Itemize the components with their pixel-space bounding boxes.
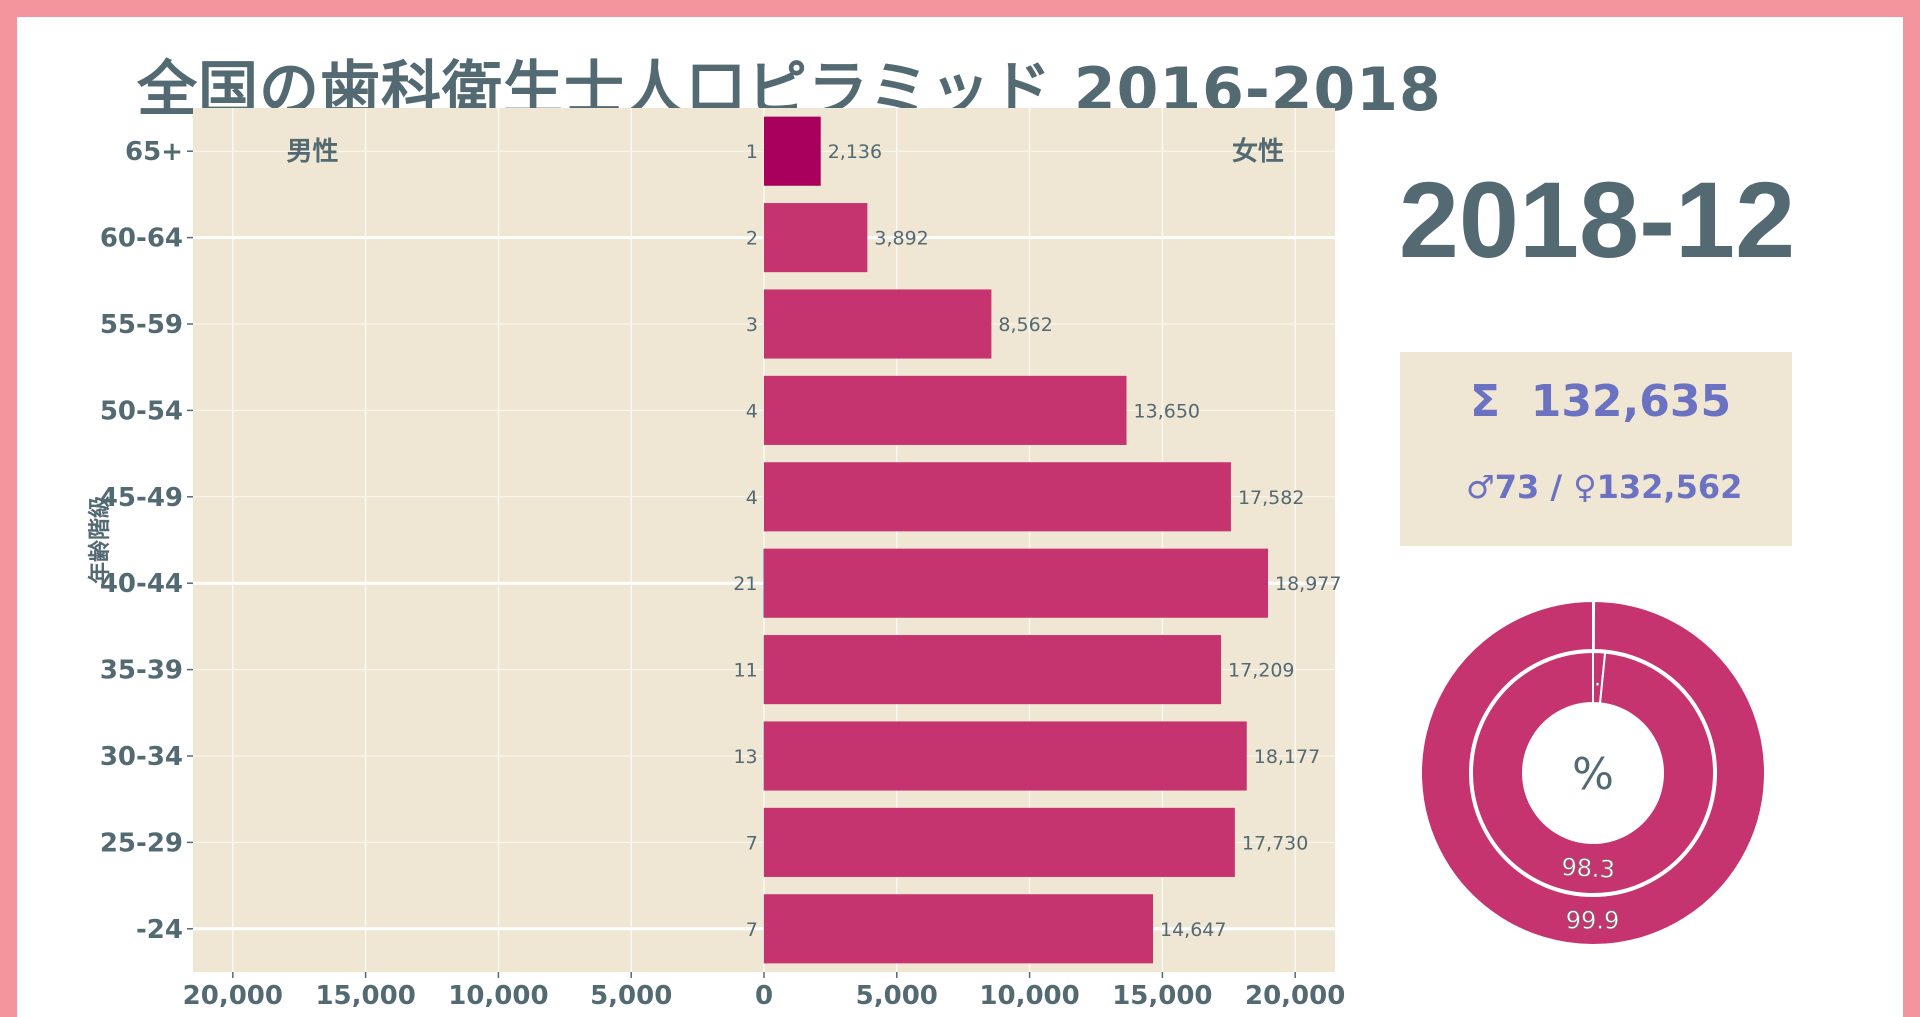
x-tick-label: 20,000 xyxy=(1245,981,1345,1007)
total-line: Σ 132,635 xyxy=(1470,376,1731,427)
female-value-label: 13,650 xyxy=(1134,400,1200,422)
male-value-label: 4 xyxy=(746,400,758,422)
period-label: 2018-12 xyxy=(1377,157,1817,282)
female-value-label: 18,977 xyxy=(1275,573,1341,595)
male-value-label: 21 xyxy=(733,573,757,595)
percentage-donut: 0.199.91.698.3% xyxy=(1415,595,1771,951)
female-value-label: 17,730 xyxy=(1242,832,1308,854)
y-tick-label: 30-34 xyxy=(100,742,183,772)
female-side-label: 女性 xyxy=(1232,136,1284,167)
male-value-label: 13 xyxy=(733,746,757,768)
male-side-label: 男性 xyxy=(287,137,339,167)
x-tick-label: 10,000 xyxy=(979,981,1079,1007)
female-bar xyxy=(764,117,821,186)
male-value-label: 7 xyxy=(746,832,758,854)
y-tick-label: 60-64 xyxy=(100,224,183,254)
female-bar xyxy=(764,376,1127,445)
female-value-label: 14,647 xyxy=(1160,919,1226,941)
female-bar xyxy=(764,894,1153,963)
female-bar xyxy=(764,462,1231,531)
male-value-label: 11 xyxy=(734,660,758,682)
sigma-icon: Σ xyxy=(1470,376,1500,427)
female-value-label: 18,177 xyxy=(1254,746,1320,768)
total-value: 132,635 xyxy=(1531,376,1731,427)
female-value-label: 17,582 xyxy=(1238,487,1304,509)
totals-box: Σ 132,635 ♂73 / ♀132,562 xyxy=(1400,352,1792,546)
y-tick-label: 50-54 xyxy=(100,396,183,426)
y-tick-label: 25-29 xyxy=(100,828,183,858)
inner-ring-label: 98.3 xyxy=(1561,853,1616,884)
x-tick-label: 15,000 xyxy=(315,981,415,1007)
female-bar xyxy=(764,289,991,358)
y-tick-label: -24 xyxy=(136,915,183,945)
y-tick-label: 55-59 xyxy=(100,310,183,340)
female-bar xyxy=(764,635,1221,704)
x-tick-label: 5,000 xyxy=(856,981,938,1007)
female-bar xyxy=(764,721,1247,790)
female-value-label: 17,209 xyxy=(1228,660,1294,682)
donut-center-label: % xyxy=(1572,749,1614,800)
male-value-label: 7 xyxy=(746,919,758,941)
female-value-label: 3,892 xyxy=(874,228,928,250)
male-value-label: 2 xyxy=(746,228,758,250)
x-tick-label: 10,000 xyxy=(448,981,548,1007)
population-pyramid: 20,000 15,000 10,000 5,000 0 5,000 10,000 15,00… xyxy=(17,17,1357,1007)
male-bar xyxy=(763,549,764,618)
female-value-label: 2,136 xyxy=(828,141,882,163)
y-axis-label: 年齢階級 xyxy=(87,496,113,584)
male-value-label: 1 xyxy=(746,141,758,163)
x-tick-label: 15,000 xyxy=(1112,981,1212,1007)
outer-ring-label: 99.9 xyxy=(1566,906,1620,934)
y-tick-label: 35-39 xyxy=(100,656,183,686)
x-tick-label: 20,000 xyxy=(183,981,283,1007)
female-bar xyxy=(764,203,867,272)
y-tick-label: 65+ xyxy=(125,137,183,167)
female-bar xyxy=(764,549,1268,618)
female-bar xyxy=(764,808,1235,877)
male-value-label: 3 xyxy=(746,314,758,336)
x-tick-label: 5,000 xyxy=(590,981,672,1007)
female-value-label: 8,562 xyxy=(998,314,1052,336)
male-value-label: 4 xyxy=(746,487,758,509)
gender-breakdown: ♂73 / ♀132,562 xyxy=(1466,468,1742,506)
x-tick-label: 0 xyxy=(755,981,773,1007)
